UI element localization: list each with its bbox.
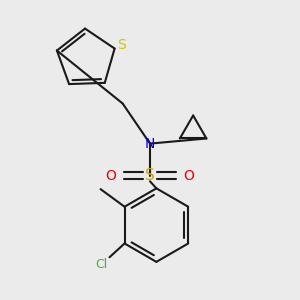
Text: O: O xyxy=(106,169,116,183)
Text: O: O xyxy=(184,169,194,183)
Text: N: N xyxy=(145,136,155,151)
Text: S: S xyxy=(117,38,126,52)
Text: Cl: Cl xyxy=(95,258,107,271)
Text: S: S xyxy=(145,168,155,183)
